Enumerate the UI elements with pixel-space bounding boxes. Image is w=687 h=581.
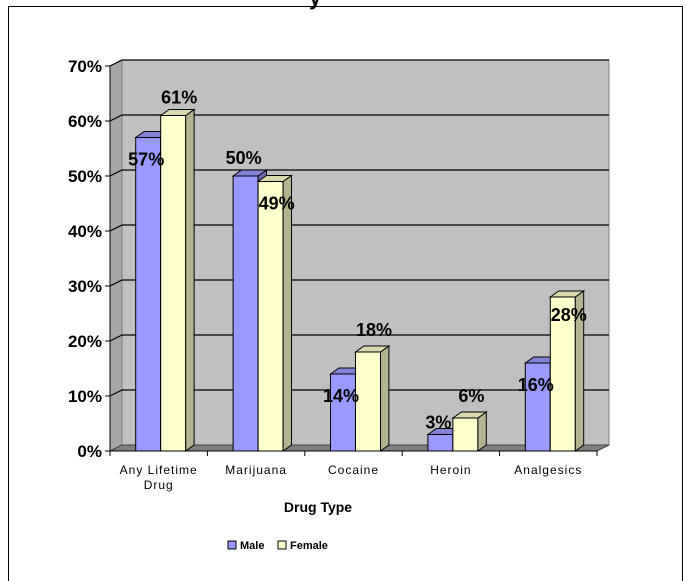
gridline: [109, 59, 609, 67]
data-label: 16%: [518, 375, 554, 395]
x-axis-title: Drug Type: [284, 499, 352, 515]
legend-swatch: [227, 540, 237, 550]
x-category-label: Analgesics: [514, 463, 582, 477]
bar-top: [256, 175, 294, 182]
bar-top: [159, 109, 196, 116]
data-label: 50%: [226, 148, 262, 168]
gridline: [109, 169, 609, 177]
bar-side: [477, 411, 487, 452]
x-category-label: Heroin: [430, 463, 471, 477]
bar-front: [232, 175, 259, 452]
data-label: 14%: [323, 386, 359, 406]
bar-side: [282, 174, 292, 452]
legend-label: Female: [290, 540, 328, 552]
bar-top: [231, 169, 269, 177]
y-tick-label: 40%: [68, 222, 102, 241]
legend: Male Female: [227, 540, 328, 552]
gridline: [109, 279, 609, 287]
gridlines: [109, 59, 609, 397]
data-labels: 57% 61% 50% 49% 14% 18% 3% 6% 16% 28%: [128, 88, 587, 433]
x-category-label: Drug: [144, 478, 174, 492]
data-label: 18%: [356, 320, 392, 340]
bar-female-4: [548, 290, 586, 452]
bar-female-0: [159, 108, 196, 452]
gridline: [109, 224, 609, 232]
chart-frame: y: [8, 0, 683, 581]
x-category-label: Any Lifetime: [120, 463, 198, 477]
bar-front: [160, 115, 187, 452]
data-label: 3%: [425, 413, 451, 433]
y-tick-label: 20%: [68, 332, 102, 351]
bar-front: [257, 181, 284, 452]
bar-top: [548, 290, 586, 298]
y-tick-label: 30%: [68, 277, 102, 296]
y-axis: 0% 10% 20% 30% 40% 50% 60% 70%: [68, 57, 598, 461]
chart-title-fragment: y: [309, 0, 321, 11]
bar-side: [185, 108, 195, 452]
legend-label: Male: [240, 540, 264, 552]
y-tick-label: 0%: [77, 442, 102, 461]
gridline: [109, 389, 609, 397]
gridline: [109, 334, 609, 342]
bar-front: [355, 351, 381, 452]
y-tick-label: 60%: [68, 112, 102, 131]
bar-female-1: [256, 174, 294, 452]
data-label: 28%: [551, 305, 587, 325]
data-label: 6%: [458, 386, 484, 406]
bar-front: [135, 137, 162, 452]
y-tick-label: 50%: [68, 167, 102, 186]
gridline: [109, 114, 609, 122]
legend-swatch: [277, 540, 287, 550]
bar-top: [353, 345, 391, 353]
bar-side: [380, 345, 390, 452]
bar-front: [452, 417, 479, 452]
bar-female-2: [353, 345, 391, 452]
data-label: 49%: [259, 194, 295, 214]
data-label: 57%: [128, 150, 164, 170]
x-category-label: Cocaine: [328, 463, 379, 477]
y-tick-label: 10%: [68, 387, 102, 406]
y-tick-label: 70%: [68, 57, 102, 76]
bar-female-3: [451, 411, 488, 452]
bar-front: [427, 434, 454, 452]
x-category-label: Marijuana: [225, 463, 287, 477]
bars: [134, 108, 586, 452]
data-label: 61%: [161, 88, 197, 108]
bar-top: [451, 411, 488, 419]
